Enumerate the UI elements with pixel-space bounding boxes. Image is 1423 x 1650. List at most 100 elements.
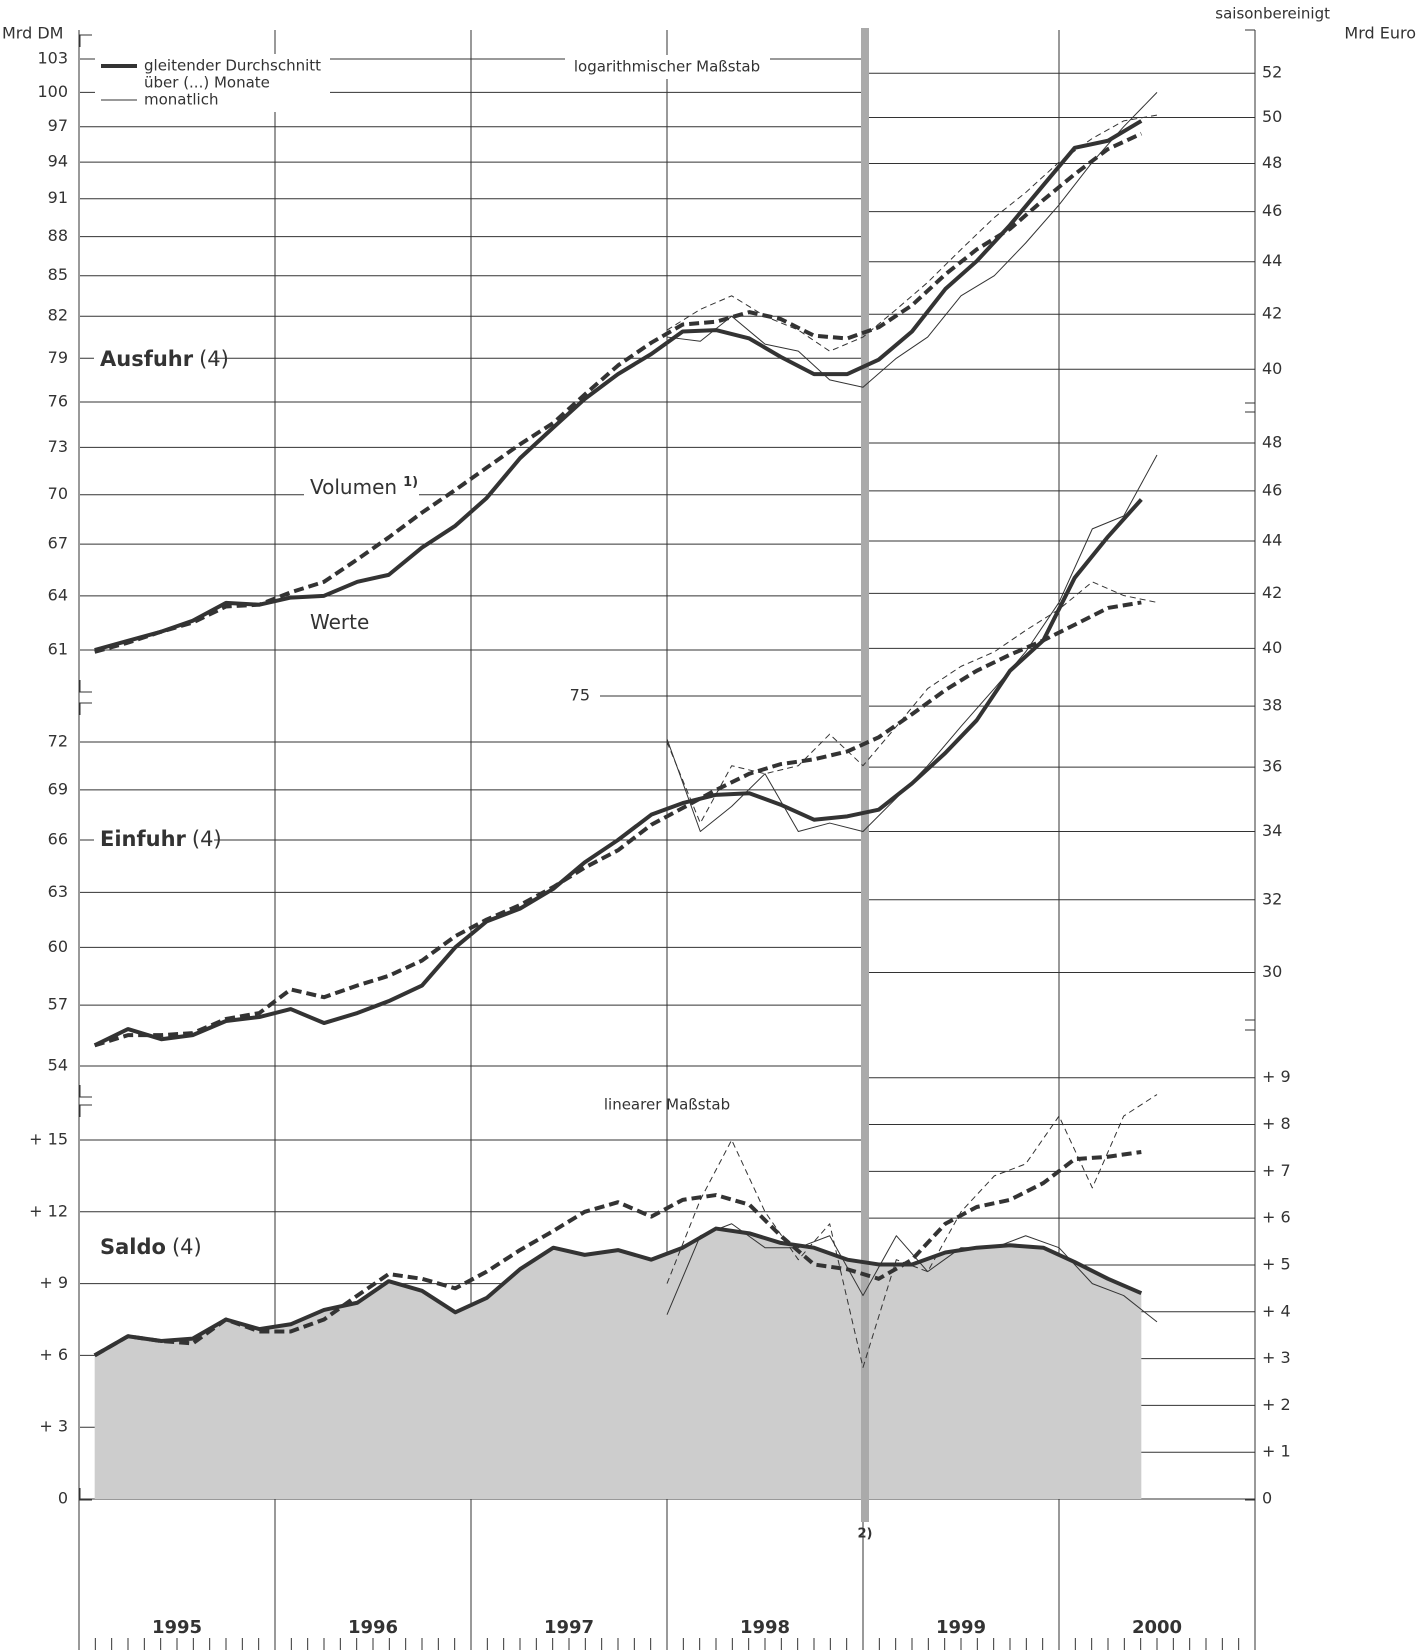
- label-bg: [565, 55, 770, 79]
- break-label: 2): [858, 1527, 873, 1542]
- y-tick-label: 82: [48, 306, 68, 325]
- annotation-text: Werte: [310, 610, 369, 634]
- panel-name: Saldo: [100, 1235, 166, 1259]
- axis-bracket: [1245, 411, 1255, 1021]
- panel-label: Einfuhr (4): [100, 827, 222, 851]
- year-label: 1997: [544, 1617, 594, 1638]
- y2-tick-label: 42: [1262, 583, 1282, 602]
- y2-tick-label: 42: [1262, 304, 1282, 323]
- y-tick-label: + 6: [39, 1345, 68, 1364]
- axis-bracket: [79, 1104, 92, 1501]
- series-line: [93, 1149, 1142, 1358]
- y2-tick-label: + 5: [1262, 1254, 1291, 1273]
- panel-note: (4): [192, 827, 222, 851]
- year-label: 1995: [152, 1617, 202, 1638]
- panel-note: (4): [172, 1235, 202, 1259]
- y2-tick-label: 46: [1262, 201, 1282, 220]
- y-tick-label: 103: [37, 49, 68, 68]
- y2-tick-label: 44: [1262, 251, 1282, 270]
- y2-tick-label: 38: [1262, 696, 1282, 715]
- y-tick-label: 75: [570, 686, 590, 705]
- y-tick-label: 97: [48, 116, 68, 135]
- series-line: [666, 91, 1158, 388]
- y-tick-label: 72: [48, 732, 68, 751]
- y2-tick-label: 48: [1262, 153, 1282, 172]
- y-tick-label: 70: [48, 484, 68, 503]
- y-tick-label: + 12: [29, 1201, 68, 1220]
- series-line: [94, 119, 1143, 652]
- label-bg: [94, 826, 214, 854]
- annotation-text: Volumen: [310, 475, 397, 499]
- y-tick-label: 76: [48, 391, 68, 410]
- y2-tick-label: + 4: [1262, 1301, 1291, 1320]
- axis-bracket: [1245, 29, 1255, 404]
- legend-label: monatlich: [144, 91, 218, 109]
- series-line: [94, 131, 1143, 654]
- legend-bg: [95, 54, 330, 112]
- y2-tick-label: 30: [1262, 962, 1282, 981]
- y-tick-label: 0: [58, 1489, 68, 1508]
- year-label: 1998: [740, 1617, 790, 1638]
- series-line: [94, 600, 1142, 1048]
- y-tick-label: + 3: [39, 1417, 68, 1436]
- y2-tick-label: 36: [1262, 757, 1282, 776]
- axis-bracket: [1245, 1029, 1255, 1501]
- y2-tick-label: 44: [1262, 530, 1282, 549]
- y2-tick-label: 40: [1262, 638, 1282, 657]
- y2-tick-label: + 8: [1262, 1114, 1291, 1133]
- year-label: 2000: [1132, 1617, 1182, 1638]
- y-tick-label: 100: [37, 82, 68, 101]
- year-label: 1999: [936, 1617, 986, 1638]
- y2-tick-label: 32: [1262, 889, 1282, 908]
- legend-label: gleitender Durchschnitt: [144, 57, 321, 75]
- area: [94, 1228, 1142, 1499]
- y-tick-label: 73: [48, 437, 68, 456]
- y-tick-label: + 9: [39, 1273, 68, 1292]
- y2-tick-label: 52: [1262, 63, 1282, 82]
- y-tick-label: 85: [48, 265, 68, 284]
- series-line: [666, 1094, 1158, 1368]
- y2-tick-label: + 2: [1262, 1395, 1291, 1414]
- y-tick-label: 91: [48, 188, 68, 207]
- panel-name: Ausfuhr: [100, 347, 194, 371]
- y-tick-label: 88: [48, 226, 68, 245]
- panel-label: Ausfuhr (4): [100, 347, 229, 371]
- y-tick-label: 61: [48, 640, 68, 659]
- axis-bracket: [79, 34, 92, 693]
- y-tick-label: 57: [48, 995, 68, 1014]
- axis-bracket: [79, 702, 92, 1098]
- year-label: 1996: [348, 1617, 398, 1638]
- y-tick-label: 60: [48, 937, 68, 956]
- label-bg: [94, 1234, 214, 1262]
- legend-label: über (...) Monate: [144, 74, 270, 92]
- series-line: [666, 114, 1158, 352]
- y2-tick-label: + 7: [1262, 1161, 1291, 1180]
- y2-tick-label: + 1: [1262, 1442, 1291, 1461]
- note: saisonbereinigt: [1215, 5, 1330, 23]
- y2-tick-label: 48: [1262, 432, 1282, 451]
- y-tick-label: 54: [48, 1056, 68, 1075]
- annotation: Werte: [310, 610, 369, 634]
- y2-tick-label: 50: [1262, 107, 1282, 126]
- y-tick-label: 67: [48, 534, 68, 553]
- y2-tick-label: 34: [1262, 821, 1282, 840]
- series-line: [93, 498, 1143, 1048]
- y2-tick-label: + 3: [1262, 1348, 1291, 1367]
- annotation-sup: 1): [403, 475, 418, 490]
- label-bg: [304, 609, 374, 637]
- y2-tick-label: 40: [1262, 359, 1282, 378]
- scale-label: logarithmischer Maßstab: [574, 58, 760, 76]
- series-line: [666, 581, 1158, 824]
- y-tick-label: 79: [48, 348, 68, 367]
- annotation: Volumen 1): [310, 475, 418, 499]
- y-tick-label: 63: [48, 882, 68, 901]
- panel-label: Saldo (4): [100, 1235, 202, 1259]
- panel-note: (4): [199, 347, 229, 371]
- y-tick-label: 64: [48, 585, 68, 604]
- y-tick-label: 69: [48, 779, 68, 798]
- panel-name: Einfuhr: [100, 827, 187, 851]
- y2-tick-label: + 6: [1262, 1208, 1291, 1227]
- series-line: [93, 1226, 1143, 1358]
- y2-tick-label: 46: [1262, 480, 1282, 499]
